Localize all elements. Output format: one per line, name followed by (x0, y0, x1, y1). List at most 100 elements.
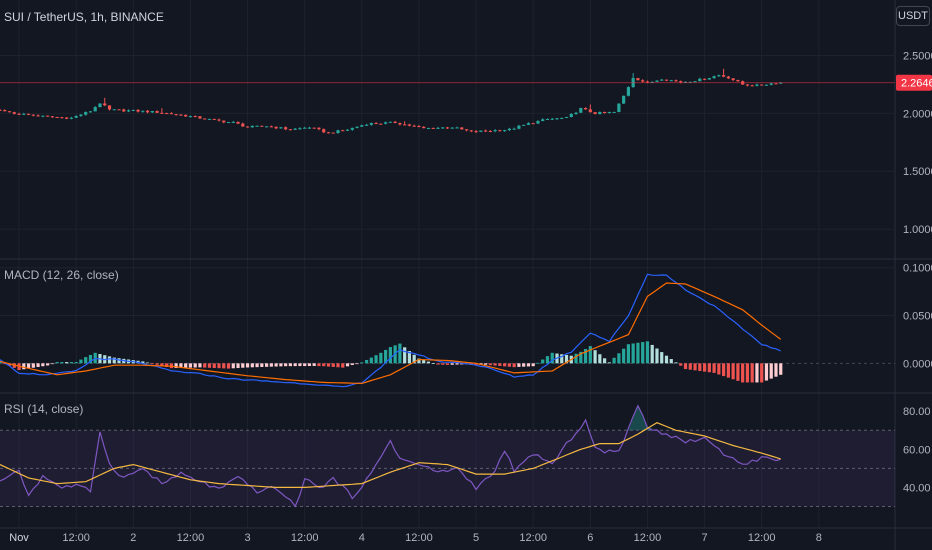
candle-up (555, 118, 559, 120)
macd-histogram-bar (645, 341, 650, 364)
candle-up (769, 83, 773, 85)
macd-histogram-bar (184, 363, 188, 368)
candle-up (303, 127, 307, 129)
macd-histogram-bar (193, 363, 197, 368)
candle-down (379, 123, 383, 125)
macd-histogram-bar (450, 363, 454, 365)
macd-histogram-bar (345, 363, 350, 367)
symbol-title[interactable]: SUI / TetherUS, 1h, BINANCE (4, 10, 164, 24)
candle-up (98, 103, 102, 108)
macd-histogram-bar (0, 361, 2, 364)
candle-down (736, 80, 740, 82)
macd-histogram-bar (722, 363, 726, 377)
candle-up (560, 117, 564, 119)
time-axis-tick-label: 12:00 (177, 532, 205, 544)
candle-down (374, 123, 378, 125)
macd-histogram-bar (583, 348, 588, 364)
candle-up (150, 111, 154, 113)
candle-up (369, 123, 373, 125)
macd-histogram-bar (755, 363, 759, 383)
macd-histogram-bar (626, 344, 631, 364)
candle-down (169, 113, 173, 115)
macd-histogram-bar (179, 363, 183, 368)
candle-up (707, 78, 711, 80)
candle-up (450, 127, 454, 129)
candle-down (136, 109, 140, 112)
candle-up (517, 125, 521, 129)
candle-up (536, 121, 540, 124)
rsi-pane-label[interactable]: RSI (14, close) (4, 402, 84, 416)
candle-up (612, 111, 616, 113)
candle-up (298, 128, 302, 130)
macd-histogram-bar (231, 363, 235, 369)
candle-up (226, 122, 231, 124)
candle-down (50, 116, 54, 118)
candle-up (293, 128, 297, 130)
candle-up (84, 112, 88, 115)
macd-histogram-bar (31, 363, 35, 368)
macd-histogram-bar (412, 354, 416, 364)
price-axis-tick-label: 2.0000 (903, 108, 932, 120)
macd-histogram-bar (503, 363, 507, 367)
macd-histogram-bar (112, 357, 116, 364)
macd-pane-label[interactable]: MACD (12, 26, close) (4, 268, 119, 282)
macd-histogram-bar (26, 363, 31, 369)
macd-histogram-bar (426, 361, 431, 364)
candle-up (131, 109, 135, 111)
time-axis-tick-label: 8 (816, 532, 822, 544)
macd-histogram-bar (474, 363, 478, 366)
macd-histogram-bar (331, 363, 335, 367)
candle-up (364, 124, 369, 126)
macd-histogram-bar (79, 359, 83, 364)
macd-histogram-bar (622, 348, 626, 364)
candle-up (388, 121, 392, 123)
candle-up (493, 130, 497, 132)
candle-down (774, 83, 778, 85)
candle-up (112, 109, 116, 111)
candle-up (126, 110, 131, 112)
candle-up (441, 127, 445, 129)
macd-histogram-bar (641, 342, 645, 364)
macd-histogram-bar (155, 363, 159, 365)
price-axis-tick-label: 1.5000 (903, 166, 932, 178)
candle-up (41, 115, 45, 117)
macd-histogram-bar (207, 363, 212, 368)
candle-down (107, 105, 112, 110)
macd-histogram-bar (41, 363, 45, 367)
macd-histogram-bar (688, 363, 692, 370)
macd-histogram-bar (422, 360, 426, 364)
macd-histogram-bar (269, 363, 273, 367)
candle-down (322, 129, 326, 133)
currency-button[interactable]: USDT (896, 6, 930, 26)
macd-histogram-bar (398, 343, 402, 364)
candle-down (483, 130, 488, 132)
candle-down (593, 112, 597, 115)
macd-histogram-bar (712, 363, 716, 373)
macd-histogram-bar (341, 363, 345, 368)
candle-up (779, 82, 783, 84)
macd-histogram-bar (707, 363, 711, 373)
macd-histogram-bar (488, 363, 492, 366)
candle-up (350, 127, 354, 130)
macd-histogram-bar (117, 358, 121, 364)
candle-down (17, 113, 21, 115)
signal-line (0, 282, 782, 385)
macd-histogram-bar (674, 362, 678, 364)
macd-histogram-bar (636, 342, 640, 364)
macd-histogram-bar (46, 363, 50, 366)
macd-histogram-bar (650, 344, 654, 364)
candle-down (31, 114, 35, 116)
macd-histogram-bar (702, 363, 707, 372)
macd-histogram-bar (617, 353, 621, 364)
candle-up (507, 128, 511, 131)
candle-up (69, 117, 74, 119)
candle-up (336, 130, 340, 134)
candle-down (312, 127, 316, 129)
macd-histogram-bar (69, 362, 74, 364)
candle-down (326, 132, 331, 134)
candle-up (512, 128, 516, 130)
candle-down (393, 121, 397, 124)
candle-down (422, 126, 426, 129)
